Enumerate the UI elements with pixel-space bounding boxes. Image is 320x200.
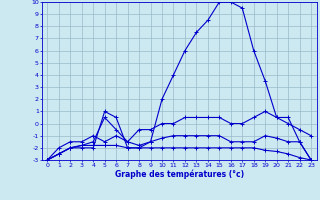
X-axis label: Graphe des températures (°c): Graphe des températures (°c)	[115, 169, 244, 179]
